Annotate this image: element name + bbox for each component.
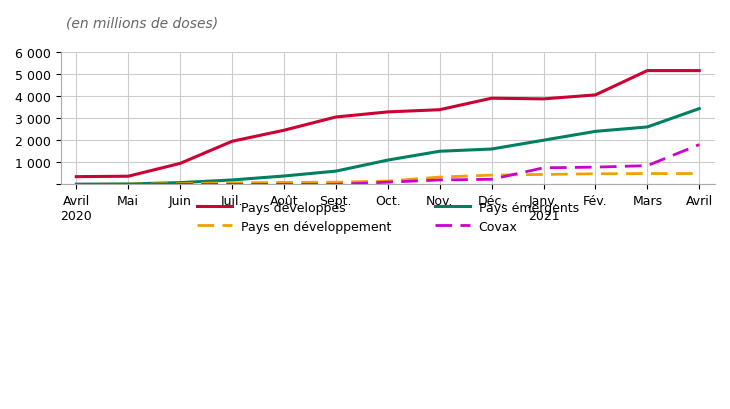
Legend: Pays développés, Pays en développement, Pays émergents, Covax: Pays développés, Pays en développement, … xyxy=(192,196,584,238)
Pays émergents xyxy=(280,174,288,179)
Pays en développement xyxy=(591,172,600,177)
Pays en développement xyxy=(695,172,704,177)
Covax xyxy=(539,166,548,171)
Pays émergents xyxy=(487,147,496,152)
Covax xyxy=(176,182,185,187)
Pays développés xyxy=(383,110,392,115)
Pays émergents xyxy=(383,158,392,163)
Pays développés xyxy=(539,97,548,102)
Covax xyxy=(72,182,81,187)
Pays développés xyxy=(124,174,133,179)
Covax xyxy=(487,178,496,182)
Pays développés xyxy=(695,69,704,74)
Pays en développement xyxy=(176,182,185,187)
Pays émergents xyxy=(435,149,444,154)
Pays développés xyxy=(591,93,600,98)
Pays développés xyxy=(331,115,340,120)
Pays développés xyxy=(435,108,444,113)
Pays en développement xyxy=(331,180,340,185)
Line: Covax: Covax xyxy=(77,145,699,185)
Line: Pays émergents: Pays émergents xyxy=(77,109,699,185)
Covax xyxy=(280,182,288,187)
Pays émergents xyxy=(176,181,185,186)
Covax xyxy=(124,182,133,187)
Pays émergents xyxy=(591,130,600,135)
Covax xyxy=(228,182,237,187)
Covax xyxy=(435,178,444,183)
Pays en développement xyxy=(643,172,652,177)
Pays émergents xyxy=(228,178,237,183)
Pays en développement xyxy=(487,173,496,178)
Covax xyxy=(331,182,340,187)
Line: Pays en développement: Pays en développement xyxy=(77,174,699,185)
Pays développés xyxy=(280,128,288,133)
Pays en développement xyxy=(383,179,392,184)
Pays émergents xyxy=(539,138,548,143)
Text: (en millions de doses): (en millions de doses) xyxy=(66,16,218,30)
Pays en développement xyxy=(228,181,237,186)
Pays en développement xyxy=(435,175,444,180)
Pays en développement xyxy=(124,182,133,187)
Pays développés xyxy=(228,139,237,144)
Covax xyxy=(695,143,704,148)
Pays émergents xyxy=(331,169,340,174)
Pays développés xyxy=(643,69,652,74)
Covax xyxy=(643,164,652,169)
Covax xyxy=(591,165,600,170)
Pays en développement xyxy=(72,182,81,187)
Line: Pays développés: Pays développés xyxy=(77,72,699,177)
Covax xyxy=(383,180,392,185)
Pays développés xyxy=(487,97,496,101)
Pays développés xyxy=(176,162,185,166)
Pays émergents xyxy=(124,182,133,187)
Pays en développement xyxy=(539,173,548,178)
Pays émergents xyxy=(72,182,81,187)
Pays développés xyxy=(72,175,81,180)
Pays émergents xyxy=(643,125,652,130)
Pays en développement xyxy=(280,180,288,185)
Pays émergents xyxy=(695,107,704,112)
